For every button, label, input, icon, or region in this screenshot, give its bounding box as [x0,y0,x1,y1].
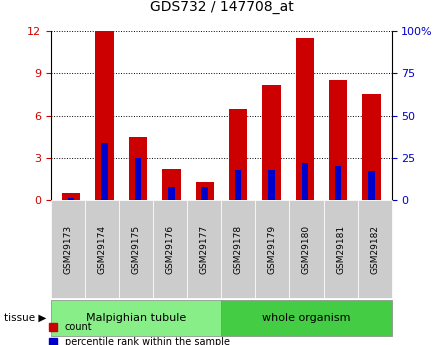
Bar [129,137,147,200]
Text: GSM29181: GSM29181 [336,225,345,274]
Text: GDS732 / 147708_at: GDS732 / 147708_at [150,0,293,14]
Bar [295,38,314,200]
Text: GSM29174: GSM29174 [98,225,107,274]
Bar [62,193,81,200]
Bar [229,109,247,200]
Bar [262,85,281,200]
Text: GSM29178: GSM29178 [234,225,243,274]
Bar [101,142,108,200]
Bar [202,187,208,200]
Bar [235,170,241,200]
Bar [362,95,381,200]
Bar [162,169,181,200]
Bar [329,80,348,200]
Text: Malpighian tubule: Malpighian tubule [86,313,186,323]
Text: GSM29182: GSM29182 [370,225,379,274]
Text: GSM29179: GSM29179 [268,225,277,274]
Text: GSM29180: GSM29180 [302,225,311,274]
Text: GSM29176: GSM29176 [166,225,175,274]
Bar [95,31,114,200]
Bar [335,166,341,200]
Bar [302,163,308,200]
Legend: count, percentile rank within the sample: count, percentile rank within the sample [49,322,230,345]
Bar [68,198,74,200]
Text: tissue ▶: tissue ▶ [4,313,47,323]
Bar [368,171,375,200]
Bar [268,170,275,200]
Text: whole organism: whole organism [262,313,351,323]
Text: GSM29177: GSM29177 [200,225,209,274]
Bar [135,158,141,200]
Text: GSM29175: GSM29175 [132,225,141,274]
Bar [168,187,174,200]
Text: GSM29173: GSM29173 [64,225,73,274]
Bar [195,182,214,200]
